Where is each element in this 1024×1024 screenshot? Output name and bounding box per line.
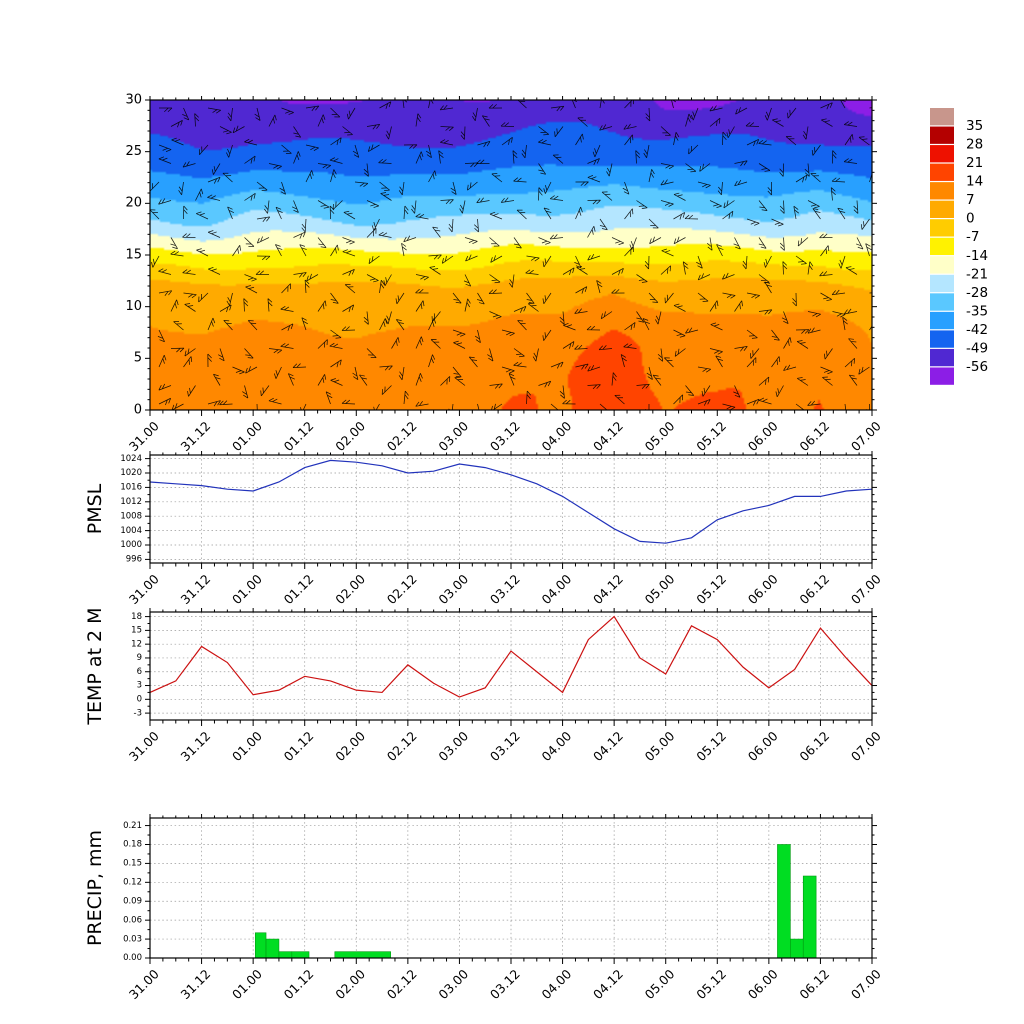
temp2m-axis-label: TEMP at 2 M — [84, 607, 106, 725]
precip-axis-label: PRECIP, mm — [84, 829, 106, 947]
pmsl-axis-label: PMSL — [84, 483, 106, 535]
